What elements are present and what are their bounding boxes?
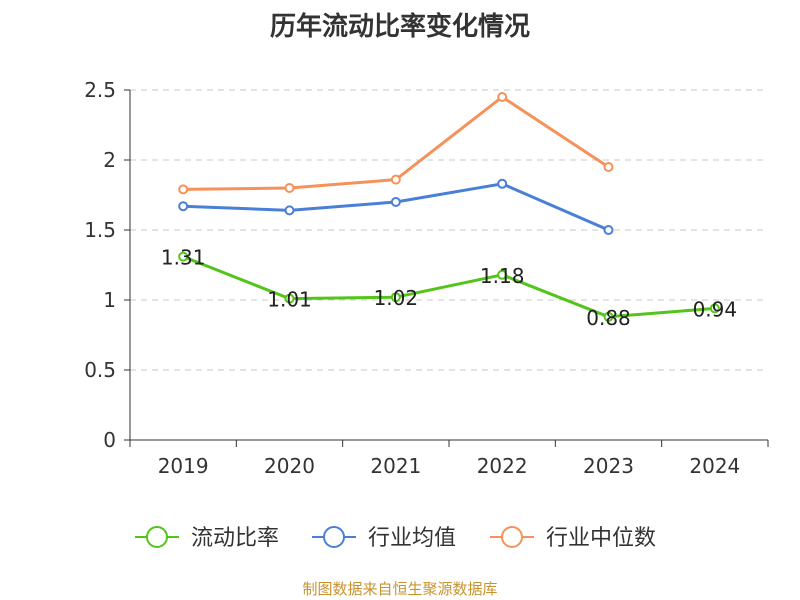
data-point: [603, 162, 614, 172]
y-tick-label: 2: [103, 148, 116, 172]
x-tick-label: 2020: [264, 454, 315, 478]
data-point: [284, 293, 295, 304]
x-tick-label: 2022: [477, 454, 528, 478]
data-point: [497, 92, 508, 102]
x-tick-label: 2024: [689, 454, 740, 478]
legend-item: 流动比率: [135, 526, 279, 551]
legend-item: 行业中位数: [490, 526, 656, 551]
data-point: [603, 225, 614, 235]
chart-title: 历年流动比率变化情况: [269, 12, 530, 42]
legend: 流动比率 行业均值 行业中位数: [135, 526, 656, 551]
series-group: [178, 92, 720, 322]
x-tick-label: 2019: [158, 454, 209, 478]
data-label: 1.02: [374, 286, 419, 310]
data-point: [178, 251, 189, 262]
data-label: 1.31: [161, 246, 206, 270]
legend-label: 行业均值: [368, 526, 456, 551]
data-point: [284, 205, 295, 216]
data-point: [497, 178, 508, 189]
data-label: 1.18: [480, 264, 525, 288]
data-point: [390, 197, 401, 207]
data-labels: 1.31 1.01 1.02 1.18 0.88 0.94: [161, 246, 737, 330]
data-point: [709, 303, 720, 314]
legend-item: 行业均值: [312, 526, 456, 551]
x-tick-label: 2021: [370, 454, 421, 478]
y-tick-label: 2.5: [84, 78, 116, 102]
legend-marker: [501, 526, 523, 548]
x-tick-label: 2023: [583, 454, 634, 478]
data-point: [284, 183, 295, 193]
legend-label: 流动比率: [191, 526, 279, 551]
grid-lines: [130, 89, 768, 371]
legend-label: 行业中位数: [546, 526, 656, 551]
data-point: [390, 292, 401, 303]
data-point: [178, 201, 189, 212]
data-point: [390, 174, 401, 185]
legend-marker: [146, 526, 168, 548]
y-tick-label: 0: [103, 428, 116, 452]
y-tick-label: 1: [103, 288, 116, 312]
data-label: 0.94: [693, 297, 738, 321]
data-point: [497, 269, 508, 280]
y-tick-label: 1.5: [84, 218, 116, 242]
data-label: 0.88: [586, 306, 631, 330]
data-source-note: 制图数据来自恒生聚源数据库: [302, 580, 498, 598]
axes: 0 0.5 1 1.5 2 2.5 2019 2020 2021 2022 2023 2024: [84, 78, 769, 478]
data-point: [603, 311, 614, 322]
series-line: [182, 255, 715, 319]
data-label: 1.01: [267, 288, 312, 312]
y-tick-label: 0.5: [84, 358, 116, 382]
legend-marker: [323, 526, 345, 548]
data-point: [178, 184, 189, 195]
